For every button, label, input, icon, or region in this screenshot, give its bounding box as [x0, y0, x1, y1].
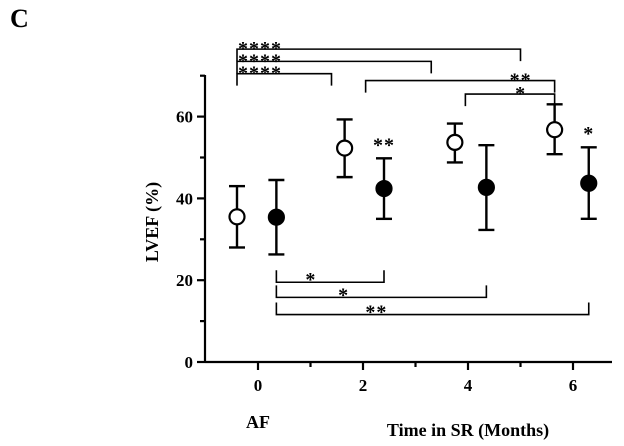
x-tick-label: 6 [569, 376, 578, 395]
significance-bracket [236, 48, 522, 62]
baseline-label: AF [246, 412, 270, 432]
significance-label: **** [238, 38, 282, 60]
y-tick-label: 60 [176, 108, 193, 127]
filled-circle-point [580, 174, 598, 192]
significance-bracket [236, 72, 333, 86]
significance-label: ** [365, 302, 387, 324]
open-circle-point [336, 139, 354, 157]
significance-label: **** [238, 63, 282, 85]
x-tick-label: 4 [464, 376, 473, 395]
significance-label: * [305, 269, 316, 291]
significance-label: * [515, 83, 526, 105]
open-circle-point [228, 208, 246, 226]
significance-bracket [275, 285, 488, 299]
significance-label: ** [510, 70, 532, 92]
y-axis-label: LVEF (%) [142, 182, 163, 262]
filled-circle-point [267, 208, 285, 226]
significance-brackets: ************ ******* [236, 38, 590, 324]
chart-axes: 0 20 40 60 0 2 4 6 [176, 74, 612, 395]
x-tick-label: 2 [359, 376, 368, 395]
x-axis-label: Time in SR (Months) [387, 420, 549, 441]
significance-label: * [338, 284, 349, 306]
x-tick-label: 0 [254, 376, 263, 395]
y-tick-label: 40 [176, 189, 193, 208]
significance-bracket [464, 93, 556, 107]
open-circle-point [446, 133, 464, 151]
point-significance-label: ** [373, 134, 395, 156]
significance-bracket [275, 302, 590, 316]
filled-circle-point [375, 179, 393, 198]
y-tick-label: 20 [176, 271, 193, 290]
significance-bracket [364, 79, 556, 93]
filled-circle-point [477, 178, 495, 196]
significance-bracket [275, 270, 385, 284]
open-circle-point [546, 121, 564, 139]
panel-label: C [10, 4, 29, 33]
significance-label: **** [238, 50, 282, 72]
significance-bracket [236, 60, 433, 74]
chart-marks: *** [228, 103, 598, 256]
point-significance-label: * [583, 123, 594, 145]
y-tick-label: 0 [185, 353, 194, 372]
